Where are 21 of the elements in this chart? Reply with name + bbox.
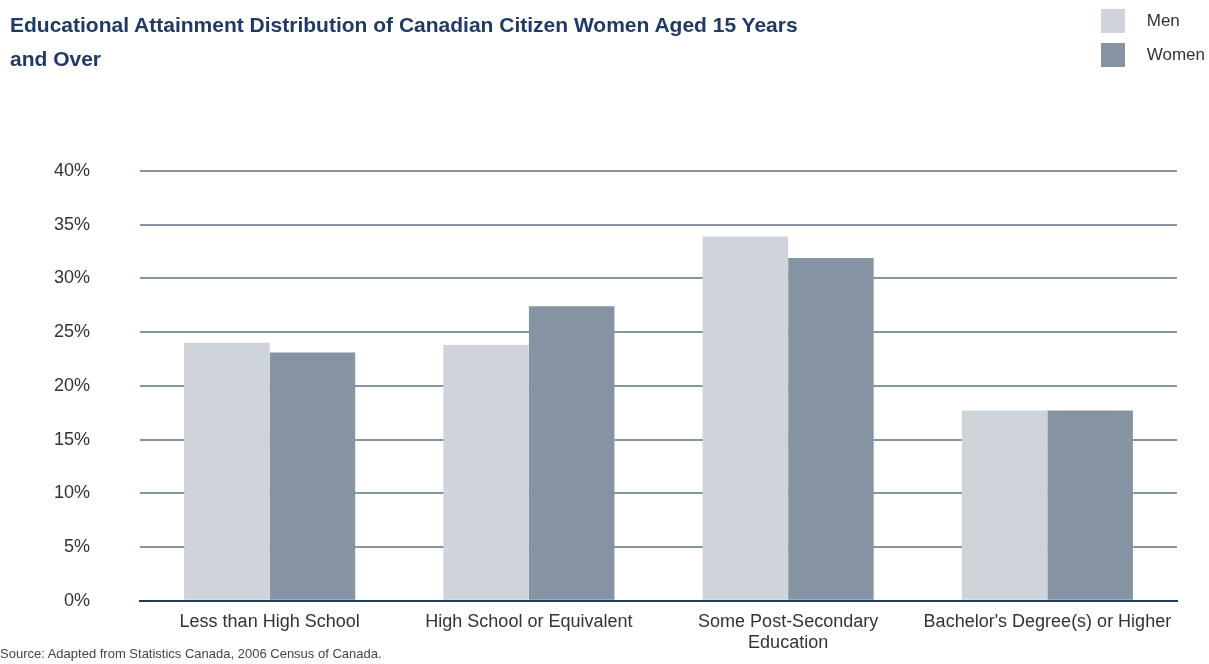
x-tick-label: High School or Equivalent <box>425 610 633 631</box>
y-tick-label: 20% <box>54 374 91 395</box>
y-tick-label: 0% <box>64 589 91 610</box>
chart-title: Educational Attainment Distribution of Canadian Citizen Women Aged 15 Years and Over <box>10 12 799 72</box>
bar <box>443 344 529 600</box>
x-tick-label: Bachelor's Degree(s) or Higher <box>923 610 1172 631</box>
y-tick-label: 40% <box>54 159 91 180</box>
bar <box>702 236 789 600</box>
y-tick-label: 10% <box>54 482 91 503</box>
y-tick-label: 35% <box>54 213 91 234</box>
y-tick-label: 15% <box>54 428 91 449</box>
y-tick-label: 30% <box>54 267 91 288</box>
bar <box>961 410 1048 600</box>
x-tick-label: Some Post-Secondary Education <box>698 610 879 653</box>
source-note: Source: Adapted from Statistics Canada, 2006 Census of Canada. <box>0 646 382 661</box>
y-tick-label: 5% <box>64 536 91 557</box>
legend-label: Women <box>1146 45 1205 65</box>
bar <box>184 342 270 600</box>
legend-label: Men <box>1146 11 1180 31</box>
x-tick-label: Less than High School <box>179 610 360 631</box>
y-tick-label: 25% <box>54 321 91 342</box>
